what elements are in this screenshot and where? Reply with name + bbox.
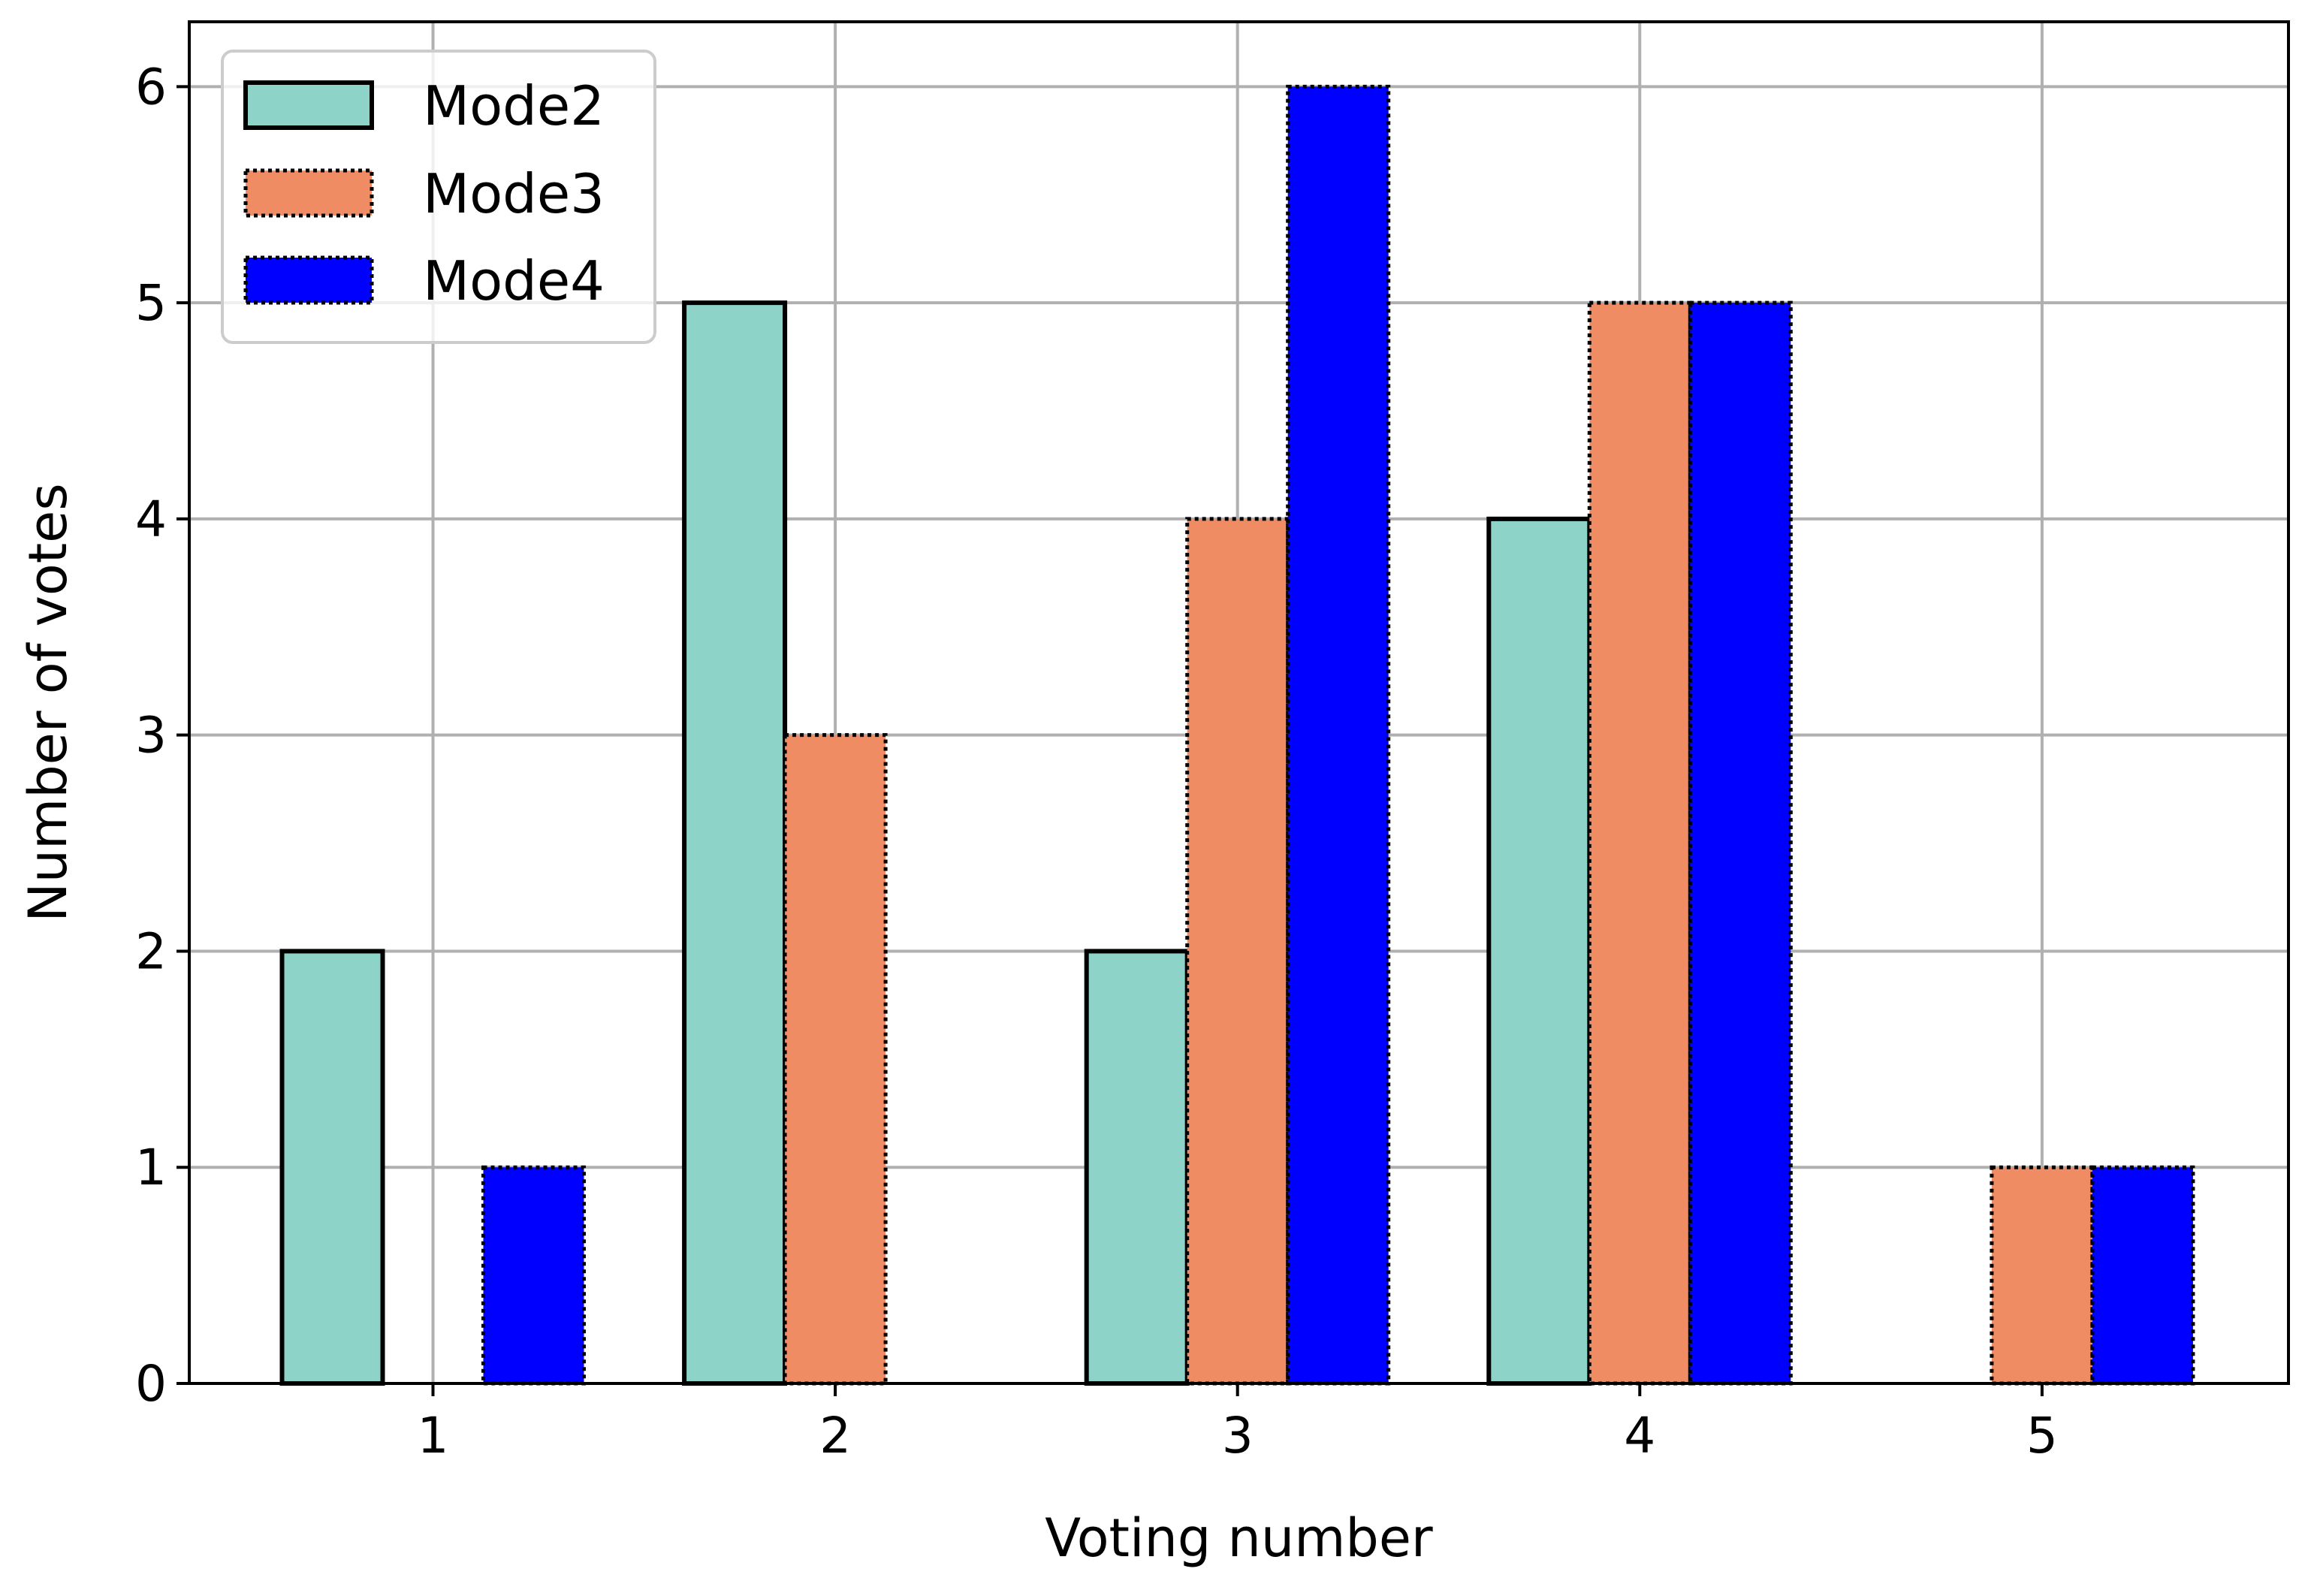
bar-mode3-5: [1990, 1165, 2095, 1386]
legend-label-mode2: Mode2: [423, 74, 605, 137]
x-tick-label-2: 2: [819, 1407, 851, 1465]
x-tick-label-3: 3: [1222, 1407, 1254, 1465]
y-tick-label-1: 1: [135, 1139, 167, 1196]
legend-swatch-mode3: [243, 168, 374, 218]
bar-mode4-4: [1688, 300, 1793, 1386]
y-tick-label-4: 4: [135, 490, 167, 548]
legend-swatch-mode2: [243, 80, 374, 130]
x-tick-label-4: 4: [1624, 1407, 1655, 1465]
legend-swatch-mode4: [243, 255, 374, 305]
bar-mode3-4: [1587, 300, 1692, 1386]
bar-mode3-3: [1185, 517, 1290, 1386]
y-tick-label-6: 6: [135, 58, 167, 116]
legend: Mode2 Mode3 Mode4: [221, 50, 656, 344]
x-axis-label: Voting number: [1045, 1507, 1433, 1569]
y-tick-label-5: 5: [135, 274, 167, 332]
bar-mode2-1: [279, 949, 385, 1386]
y-tick-label-3: 3: [135, 707, 167, 765]
x-tick-label-1: 1: [418, 1407, 449, 1465]
x-tick-label-5: 5: [2026, 1407, 2058, 1465]
bars: [279, 84, 2195, 1386]
bar-mode3-2: [783, 733, 888, 1386]
bar-mode2-3: [1084, 949, 1190, 1386]
legend-label-mode4: Mode4: [423, 249, 605, 312]
axis-ticks: 0 1 2 3 4 5 6 1 2 3 4 5: [135, 58, 2058, 1465]
bar-mode2-2: [682, 300, 788, 1386]
bar-mode4-3: [1286, 84, 1391, 1386]
bar-mode2-4: [1486, 516, 1592, 1386]
legend-label-mode3: Mode3: [423, 162, 605, 225]
y-tick-label-2: 2: [135, 922, 167, 980]
bar-mode4-1: [481, 1165, 586, 1386]
bar-mode4-5: [2090, 1165, 2195, 1386]
y-axis-label: Number of votes: [17, 483, 79, 922]
y-tick-label-0: 0: [135, 1355, 167, 1413]
